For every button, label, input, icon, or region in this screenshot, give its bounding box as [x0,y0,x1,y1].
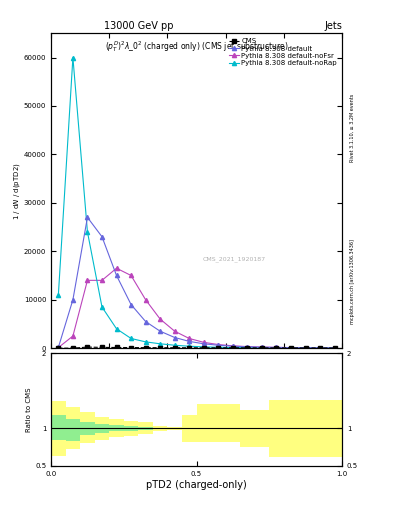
Pythia 8.308 default-noFsr [289,345,294,351]
Text: Jets: Jets [324,20,342,31]
Pythia 8.308 default-noFsr [274,344,279,350]
Pythia 8.308 default-noRap [303,345,308,351]
CMS [318,345,323,351]
Line: CMS: CMS [56,345,337,350]
Pythia 8.308 default [318,345,323,351]
Pythia 8.308 default [202,340,206,347]
CMS [231,345,235,351]
CMS [143,345,148,351]
Pythia 8.308 default [71,296,75,303]
Pythia 8.308 default-noRap [231,345,235,351]
Pythia 8.308 default-noFsr [85,278,90,284]
Pythia 8.308 default-noRap [56,292,61,298]
Pythia 8.308 default [274,345,279,351]
CMS [260,345,264,351]
Pythia 8.308 default [216,342,221,348]
Text: Rivet 3.1.10, ≥ 3.2M events: Rivet 3.1.10, ≥ 3.2M events [350,94,355,162]
Text: $(p_T^D)^2\lambda\_0^2$ (charged only) (CMS jet substructure): $(p_T^D)^2\lambda\_0^2$ (charged only) (… [105,39,288,54]
Pythia 8.308 default-noRap [85,229,90,235]
Pythia 8.308 default [231,343,235,349]
Pythia 8.308 default-noFsr [114,265,119,271]
Pythia 8.308 default [260,344,264,350]
CMS [289,345,294,351]
Pythia 8.308 default [143,318,148,325]
Pythia 8.308 default-noRap [114,326,119,332]
Y-axis label: Ratio to CMS: Ratio to CMS [26,388,32,432]
Pythia 8.308 default [245,344,250,350]
Pythia 8.308 default-noFsr [231,343,235,349]
CMS [85,344,90,350]
Text: 13000 GeV pp: 13000 GeV pp [104,20,173,31]
Pythia 8.308 default-noFsr [303,345,308,351]
CMS [187,345,192,351]
CMS [71,345,75,351]
Pythia 8.308 default [289,345,294,351]
CMS [303,345,308,351]
Pythia 8.308 default [332,345,337,351]
X-axis label: pTD2 (charged-only): pTD2 (charged-only) [146,480,247,489]
Pythia 8.308 default-noRap [71,54,75,60]
Pythia 8.308 default-noRap [289,345,294,351]
Pythia 8.308 default-noFsr [260,344,264,350]
CMS [274,345,279,351]
CMS [245,345,250,351]
Pythia 8.308 default-noFsr [56,345,61,351]
Line: Pythia 8.308 default-noFsr: Pythia 8.308 default-noFsr [56,266,337,350]
CMS [158,345,163,351]
CMS [114,345,119,351]
Legend: CMS, Pythia 8.308 default, Pythia 8.308 default-noFsr, Pythia 8.308 default-noRa: CMS, Pythia 8.308 default, Pythia 8.308 … [228,37,338,68]
CMS [332,345,337,351]
Line: Pythia 8.308 default: Pythia 8.308 default [56,215,337,350]
Pythia 8.308 default [56,345,61,351]
Pythia 8.308 default-noRap [187,343,192,349]
Pythia 8.308 default-noFsr [187,335,192,342]
Y-axis label: 1 / $\mathrm{d}N$ / $\mathrm{d}$(pTD2): 1 / $\mathrm{d}N$ / $\mathrm{d}$(pTD2) [12,162,22,220]
Pythia 8.308 default-noFsr [71,333,75,339]
Pythia 8.308 default-noFsr [318,345,323,351]
Pythia 8.308 default-noRap [173,342,177,348]
Pythia 8.308 default-noRap [274,345,279,351]
Pythia 8.308 default [158,328,163,334]
Pythia 8.308 default-noRap [100,304,105,310]
Pythia 8.308 default [173,334,177,340]
Line: Pythia 8.308 default-noRap: Pythia 8.308 default-noRap [56,55,337,350]
Pythia 8.308 default-noFsr [100,278,105,284]
Pythia 8.308 default-noFsr [216,342,221,348]
Text: mcplots.cern.ch [arXiv:1306.3436]: mcplots.cern.ch [arXiv:1306.3436] [350,239,355,324]
Pythia 8.308 default [85,215,90,221]
Pythia 8.308 default-noFsr [158,316,163,322]
Pythia 8.308 default-noFsr [129,272,134,279]
Pythia 8.308 default-noFsr [245,344,250,350]
Pythia 8.308 default-noRap [245,345,250,351]
CMS [129,345,134,351]
Pythia 8.308 default-noRap [202,344,206,350]
Pythia 8.308 default-noFsr [332,345,337,351]
Pythia 8.308 default-noRap [318,345,323,351]
Pythia 8.308 default-noRap [143,339,148,345]
Pythia 8.308 default-noFsr [173,328,177,334]
CMS [100,344,105,350]
CMS [173,345,177,351]
Pythia 8.308 default-noFsr [143,296,148,303]
Pythia 8.308 default-noRap [216,344,221,350]
CMS [202,345,206,351]
Text: CMS_2021_1920187: CMS_2021_1920187 [202,256,265,262]
Pythia 8.308 default [303,345,308,351]
Pythia 8.308 default [114,272,119,279]
Pythia 8.308 default-noRap [158,340,163,347]
Pythia 8.308 default [129,302,134,308]
CMS [216,345,221,351]
Pythia 8.308 default-noRap [129,335,134,342]
CMS [56,345,61,351]
Pythia 8.308 default-noRap [260,345,264,351]
Pythia 8.308 default-noRap [332,345,337,351]
Pythia 8.308 default-noFsr [202,339,206,346]
Pythia 8.308 default [100,233,105,240]
Pythia 8.308 default [187,338,192,345]
